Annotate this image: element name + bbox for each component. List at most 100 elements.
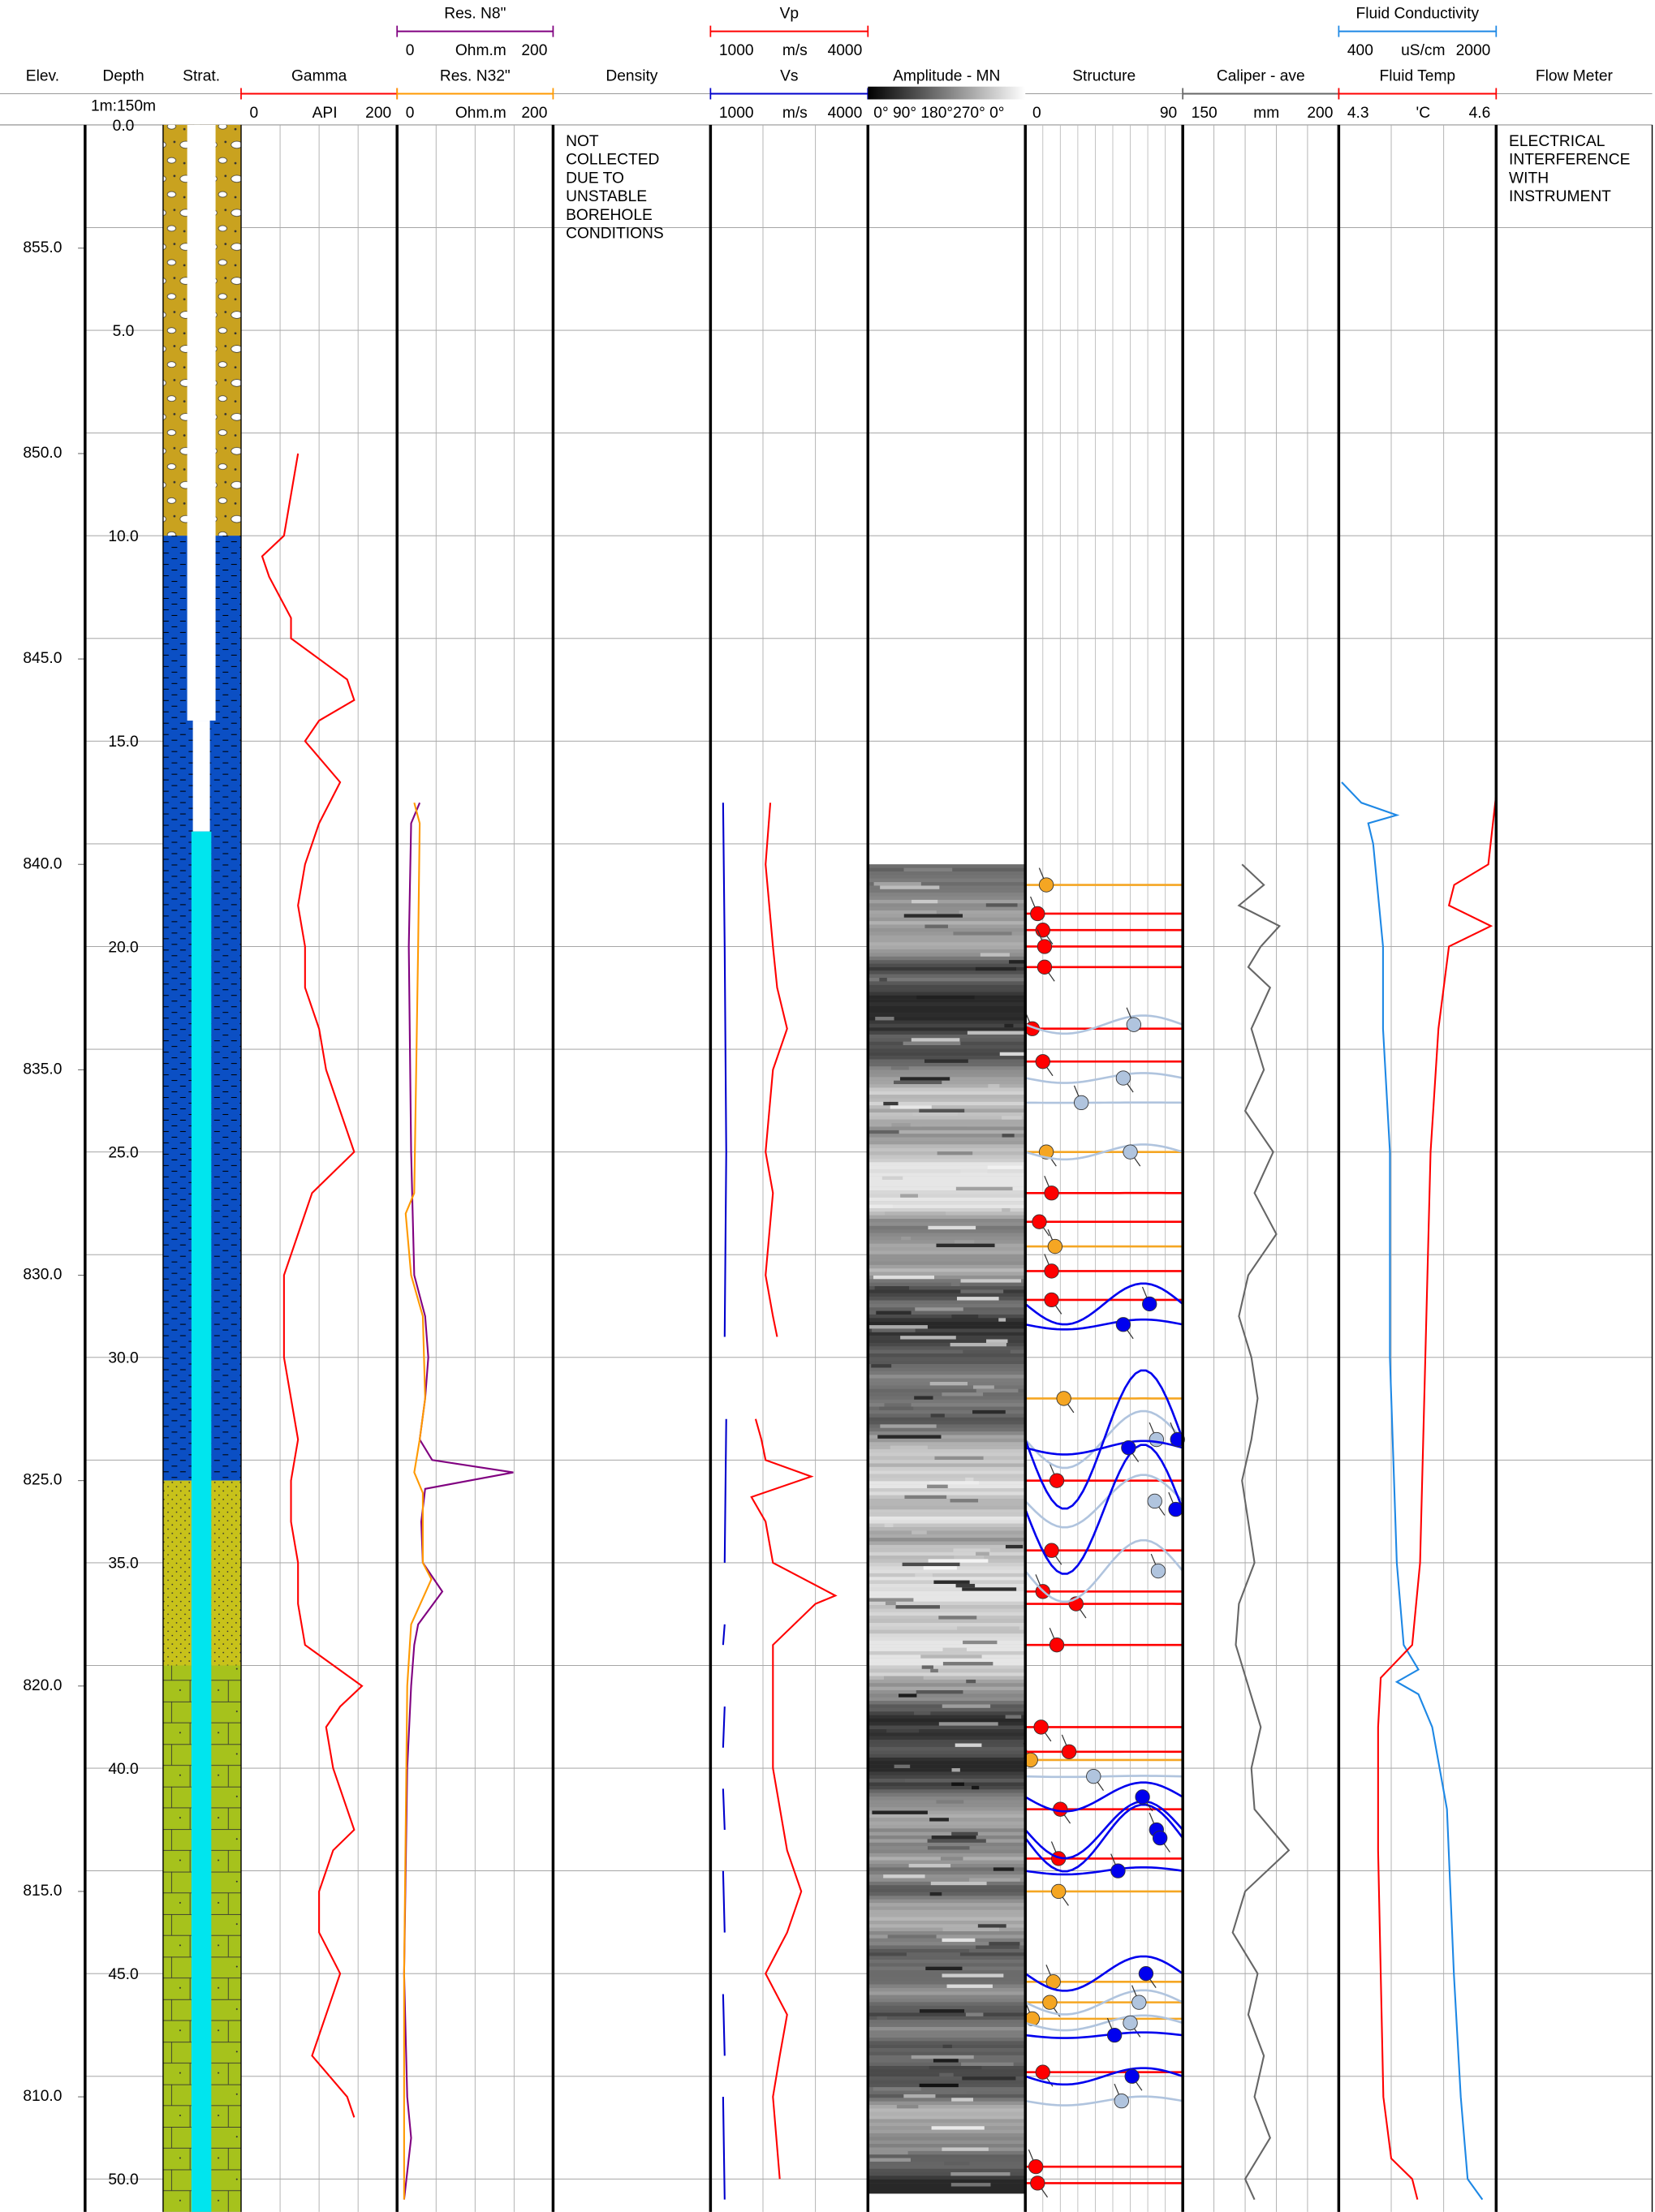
image-texture (868, 1754, 1026, 1758)
structure-trace (1024, 1444, 1184, 1575)
image-texture (868, 1771, 1026, 1775)
image-texture (868, 1452, 1026, 1457)
image-texture (868, 1573, 1026, 1577)
image-texture (955, 1186, 1013, 1191)
scale-min: 0 (250, 105, 259, 122)
image-texture (868, 1814, 1026, 1818)
image-texture (951, 1782, 964, 1787)
scale-unit: API (312, 105, 338, 122)
image-texture (868, 1757, 1026, 1762)
image-texture (920, 1655, 982, 1659)
image-texture (868, 978, 1026, 982)
image-texture (868, 2132, 1026, 2137)
image-texture (868, 1435, 1026, 1440)
image-texture (942, 2147, 989, 2152)
image-texture (868, 2026, 1026, 2031)
image-texture (868, 1399, 1026, 1404)
image-texture (868, 1995, 1026, 1999)
image-texture (966, 1679, 976, 1684)
image-texture (911, 2055, 974, 2059)
track-note: UNSTABLE (566, 188, 647, 205)
image-texture (868, 953, 1026, 957)
tadpole (1135, 1789, 1150, 1805)
image-texture (868, 899, 1026, 904)
image-texture (1005, 1715, 1022, 1719)
track-note: BOREHOLE (566, 207, 653, 224)
tadpole (1035, 2064, 1050, 2080)
image-texture (868, 1668, 1026, 1673)
image-texture (868, 1831, 1026, 1836)
structure-trace (1024, 1989, 1183, 2016)
image-texture (868, 1870, 1026, 1875)
image-texture (904, 2090, 967, 2095)
image-texture (868, 1424, 1026, 1428)
image-texture (868, 1414, 1026, 1418)
image-texture (868, 1520, 1026, 1524)
image-texture (960, 1168, 988, 1173)
image-texture (868, 1300, 1026, 1305)
image-texture (890, 1445, 928, 1450)
image-texture (868, 1803, 1026, 1808)
scale-max: 200 (365, 105, 391, 122)
image-texture (942, 1704, 991, 1708)
depth-tick-label: 10.0 (108, 528, 138, 545)
image-texture (880, 885, 940, 889)
image-texture (868, 1321, 1026, 1326)
image-texture (868, 1056, 1026, 1060)
image-texture (929, 1818, 949, 1822)
structure-trace (1024, 1955, 1183, 1992)
image-texture (868, 1339, 1026, 1344)
image-texture (960, 1279, 1022, 1283)
image-texture (1002, 1207, 1011, 1212)
image-texture (883, 1101, 899, 1106)
image-texture (868, 1569, 1026, 1574)
scale-unit: uS/cm (1401, 42, 1445, 59)
curve-name: Fluid Temp (1380, 68, 1456, 85)
image-texture (868, 1594, 1026, 1599)
image-texture (868, 1080, 1026, 1085)
image-texture (868, 1920, 1026, 1925)
image-texture (916, 995, 975, 1000)
scale-unit: m/s (782, 105, 808, 122)
image-texture (868, 1956, 1026, 1960)
image-texture (868, 1286, 1026, 1290)
image-texture (868, 1697, 1026, 1702)
image-texture (868, 1505, 1026, 1510)
image-texture (868, 2183, 1026, 2187)
image-texture (936, 910, 959, 914)
image-texture (868, 1491, 1026, 1495)
image-texture (868, 1448, 1026, 1453)
image-texture (919, 2083, 959, 2088)
image-texture (868, 1959, 1026, 1964)
image-texture (868, 1860, 1026, 1865)
curve-name: Vs (780, 68, 798, 85)
image-texture (868, 2012, 1026, 2017)
image-texture (950, 1342, 1006, 1347)
image-texture (868, 1761, 1026, 1765)
image-texture (868, 1807, 1026, 1811)
image-texture (954, 1555, 985, 1560)
image-texture (951, 1314, 979, 1319)
elev-tick-label: 815.0 (23, 1883, 62, 1900)
image-texture (928, 1559, 989, 1563)
image-texture (868, 1945, 1026, 1950)
tadpole (1030, 2175, 1045, 2191)
image-texture (869, 2158, 911, 2163)
image-texture (927, 1846, 970, 1850)
image-texture (972, 1409, 1006, 1414)
image-texture (868, 1637, 1026, 1642)
image-texture (931, 1835, 976, 1840)
depth-tick-label: 40.0 (108, 1761, 138, 1778)
image-texture (868, 1896, 1026, 1900)
image-texture (877, 2016, 887, 2020)
structure-trace (1024, 1282, 1184, 1326)
image-texture (868, 1470, 1026, 1474)
image-texture (868, 2002, 1026, 2006)
tadpole (1049, 1637, 1065, 1653)
image-texture (925, 1966, 963, 1971)
image-texture (868, 1073, 1026, 1078)
image-texture (868, 1466, 1026, 1471)
curve-name: Caliper - ave (1217, 68, 1305, 85)
image-texture (868, 896, 1026, 901)
image-texture (976, 1945, 1019, 1950)
